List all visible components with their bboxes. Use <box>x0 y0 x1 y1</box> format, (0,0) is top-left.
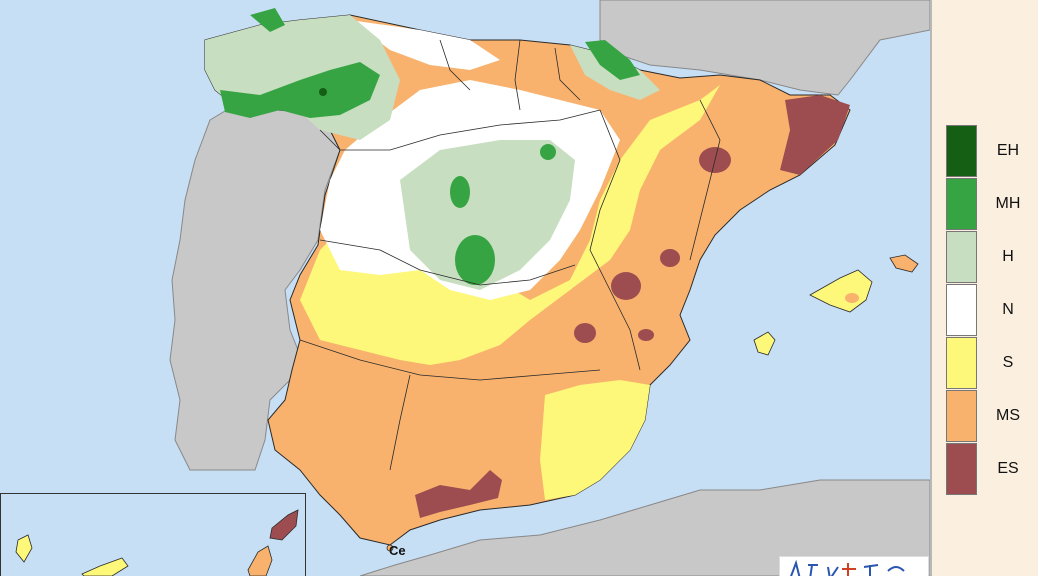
legend-item-s: S <box>946 337 1036 390</box>
legend-item-n: N <box>946 284 1036 337</box>
agency-logo <box>779 556 929 576</box>
legend-swatch-h <box>946 231 977 283</box>
zone-moderately-humid-spot-2 <box>540 144 556 160</box>
legend-swatch-s <box>946 337 977 389</box>
zone-humid-centre <box>400 140 575 290</box>
zone-extremely-dry-spot-4 <box>574 323 596 343</box>
legend-swatch-es <box>946 443 977 495</box>
zone-extremely-dry-spot-2 <box>611 272 641 300</box>
drought-index-map <box>15 0 930 576</box>
legend-label-mh: MH <box>995 195 1021 212</box>
legend-item-h: H <box>946 231 1036 284</box>
legend-swatch-ms <box>946 390 977 442</box>
legend-label-es: ES <box>997 460 1019 477</box>
legend-swatch-n <box>946 284 977 336</box>
map-view[interactable]: Ce <box>0 0 930 576</box>
legend-item-es: ES <box>946 443 1036 496</box>
zone-moderately-humid-galicia <box>220 62 380 118</box>
legend-label-s: S <box>1002 354 1014 371</box>
canary-island-fuerteventura <box>247 545 273 576</box>
canary-island-la-palma <box>15 534 33 563</box>
zone-extremely-dry-catalonia <box>780 95 850 175</box>
legend-swatch-eh <box>946 125 977 177</box>
legend-label-ms: MS <box>996 407 1020 424</box>
canary-island-tenerife <box>81 557 129 576</box>
legend-label-n: N <box>1002 301 1014 318</box>
canary-islands-inset <box>0 493 306 576</box>
canary-island-lanzarote <box>269 509 299 541</box>
legend-label-eh: EH <box>996 142 1020 159</box>
legend-item-ms: MS <box>946 390 1036 443</box>
zone-moderately-humid-spot <box>450 176 470 208</box>
logo-mark-icon <box>790 559 905 576</box>
legend-item-mh: MH <box>946 178 1036 231</box>
zone-dry <box>300 85 720 365</box>
zone-normal-north <box>350 20 500 70</box>
zone-moderately-humid-coast <box>250 8 285 32</box>
ibiza <box>753 331 776 356</box>
legend-item-eh: EH <box>946 125 1036 178</box>
menorca <box>889 254 919 273</box>
legend-swatch-mh <box>946 178 977 230</box>
legend-label-h: H <box>1002 248 1014 265</box>
zone-moderately-humid-north <box>585 40 640 80</box>
ceuta-marker <box>386 544 394 552</box>
zone-extremely-humid-spot <box>319 88 327 96</box>
north-africa-landmass <box>359 479 930 576</box>
zone-moderately-humid-centre <box>455 235 495 285</box>
zone-extremely-dry-spot-5 <box>638 329 654 341</box>
city-label-ceuta: Ce <box>389 543 406 558</box>
zone-dry-southeast <box>540 380 650 500</box>
zone-extremely-dry-south <box>415 470 502 518</box>
zone-extremely-dry-spot-3 <box>660 249 680 267</box>
region-borders <box>299 39 721 471</box>
legend-panel: EH MH H N S MS ES <box>930 0 1038 576</box>
mallorca-dry-spot <box>845 293 859 303</box>
